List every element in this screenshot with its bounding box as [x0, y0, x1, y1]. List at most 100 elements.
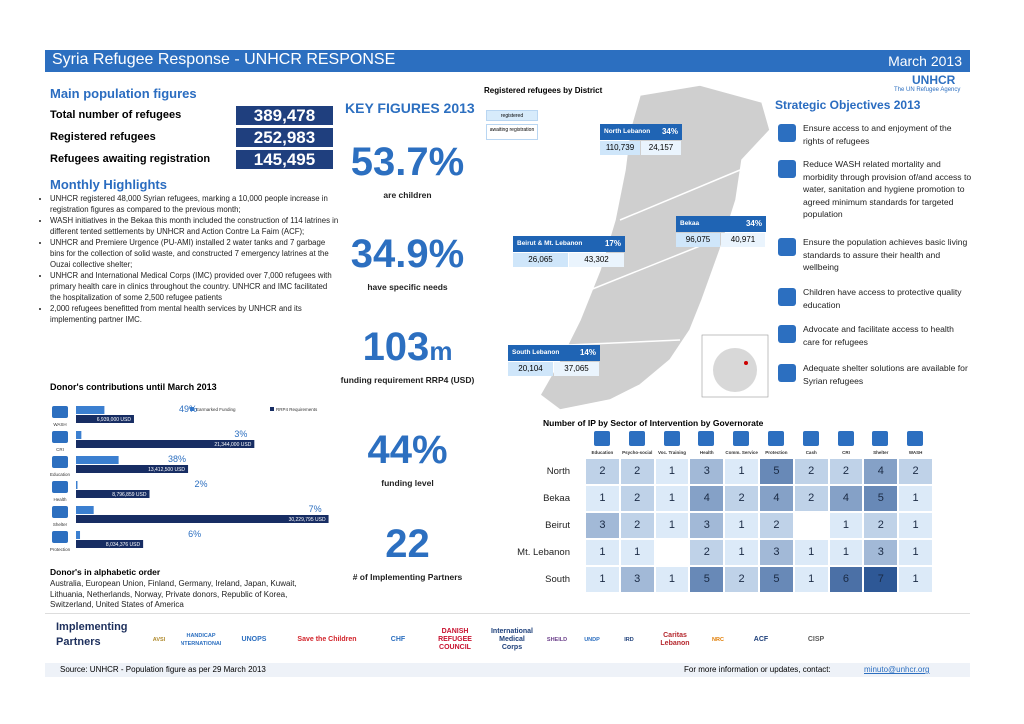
- map: [539, 84, 771, 411]
- district-registered: 96,075: [676, 233, 720, 247]
- objective-icon: [778, 364, 796, 382]
- key-figure-label: are children: [383, 190, 432, 200]
- key-figure-unit: m: [429, 336, 453, 366]
- table-cell: 1: [655, 567, 689, 592]
- district-header: Beirut & Mt. Lebanon 17%: [513, 236, 625, 252]
- key-figures-heading: KEY FIGURES 2013: [345, 100, 475, 116]
- table-cell: 1: [725, 459, 758, 484]
- percent-label: 3%: [234, 429, 247, 439]
- column-label: Comm. Service: [725, 450, 758, 455]
- bar: [76, 481, 78, 489]
- district-name: Beirut & Mt. Lebanon: [517, 240, 583, 247]
- highlight-item: UNHCR and Premiere Urgence (PU-AMI) inst…: [50, 237, 340, 270]
- district-border: [589, 239, 716, 291]
- legend-swatch: [190, 407, 194, 411]
- key-figure-label: have specific needs: [367, 282, 448, 292]
- table-cell: 4: [760, 486, 793, 511]
- district-registered: 110,739: [600, 141, 640, 155]
- table-cell: 1: [899, 567, 932, 592]
- objective-icon: [778, 325, 796, 343]
- figure-value: 145,495: [236, 150, 333, 169]
- table-cell: 5: [864, 486, 898, 511]
- sector-label: CRI: [56, 447, 64, 452]
- percent-label: 7%: [309, 504, 322, 514]
- key-figure-number: 44%: [367, 428, 448, 472]
- objective-icon: [778, 124, 796, 142]
- table-cell: 1: [655, 486, 689, 511]
- table-cell: 2: [620, 459, 654, 484]
- objectives-heading: Strategic Objectives 2013: [775, 98, 921, 112]
- legend-swatch: [270, 407, 274, 411]
- table-cell: 1: [586, 540, 619, 565]
- column-label: Psycho-social: [622, 450, 653, 455]
- key-figure-number: 34.9%: [350, 232, 465, 276]
- partner-logo: UNDP: [584, 637, 600, 643]
- highlight-list: UNHCR registered 48,000 Syrian refugees,…: [30, 193, 340, 325]
- sector-icon: [872, 431, 889, 446]
- table-cell: 1: [899, 486, 932, 511]
- column-label: Protection: [765, 450, 788, 455]
- table-cell: 1: [899, 540, 932, 565]
- bar-value-label: 21,344,000 USD: [214, 442, 251, 448]
- footer-source: Source: UNHCR - Population figure as per…: [60, 665, 266, 674]
- district-header: South Lebanon 14%: [508, 345, 600, 361]
- table-cell: 1: [725, 540, 758, 565]
- map-legend-item: awaiting registration: [486, 124, 538, 140]
- highlights-heading: Monthly Highlights: [50, 177, 167, 192]
- figure-label: Registered refugees: [50, 131, 156, 143]
- table-cell: 2: [829, 459, 863, 484]
- district-registered: 20,104: [508, 362, 553, 376]
- sector-icon: [52, 506, 68, 518]
- table-cell: 2: [899, 459, 932, 484]
- sector-icon: [837, 431, 854, 446]
- bar-value-label: 6,939,000 USD: [97, 417, 132, 423]
- district-name: Bekaa: [680, 220, 700, 227]
- sector-label: Health: [53, 497, 67, 502]
- table-cell: 2: [760, 513, 793, 538]
- column-label: WASH: [908, 450, 923, 455]
- table-cell: 3: [690, 513, 724, 538]
- district-awaiting: 24,157: [641, 141, 681, 155]
- header-title: Syria Refugee Response - UNHCR RESPONSE: [52, 51, 396, 68]
- table-cell: 1: [655, 459, 689, 484]
- partner-logo: Caritas Lebanon: [660, 632, 690, 647]
- percent-label: 2%: [194, 479, 207, 489]
- column-label: CRI: [842, 450, 850, 455]
- percent-label: 49%: [179, 404, 197, 414]
- table-cell: 5: [690, 567, 724, 592]
- bar: [76, 456, 119, 464]
- district-header: North Lebanon 34%: [600, 124, 682, 140]
- legend-label: Earmarked Funding: [196, 407, 236, 412]
- sector-icon: [663, 431, 680, 446]
- column-label: Voc. Training: [658, 450, 686, 455]
- district-awaiting: 43,302: [569, 253, 624, 267]
- table-cell: 1: [586, 567, 619, 592]
- sector-icon: [628, 431, 645, 446]
- table-cell: 2: [586, 459, 619, 484]
- bar: [76, 415, 134, 423]
- table-cell: 7: [864, 567, 898, 592]
- inset-marker: [744, 361, 748, 365]
- table-cell: 2: [794, 459, 828, 484]
- objective-icon: [778, 238, 796, 256]
- table-cell: 4: [829, 486, 863, 511]
- bar: [76, 531, 81, 539]
- table-cell: 1: [586, 486, 619, 511]
- footer-email[interactable]: minuto@unhcr.org: [864, 665, 930, 674]
- table-cell: 1: [620, 540, 654, 565]
- table-cell: 3: [586, 513, 619, 538]
- figure-label: Total number of refugees: [50, 109, 182, 121]
- partner-logo: UNOPS: [241, 636, 267, 643]
- key-figure-number: 103: [362, 325, 430, 369]
- district-share: 34%: [745, 219, 762, 228]
- district-awaiting: 40,971: [721, 233, 765, 247]
- table-cell: 2: [725, 486, 758, 511]
- bar: [76, 406, 105, 414]
- sector-icon: [733, 431, 750, 446]
- bar-value-label: 8,796,859 USD: [112, 492, 147, 498]
- table-cell: 1: [655, 513, 689, 538]
- key-figure-label: funding requirement RRP4 (USD): [340, 375, 475, 385]
- district-border: [567, 339, 681, 346]
- objective-text: Adequate shelter solutions are available…: [803, 363, 968, 386]
